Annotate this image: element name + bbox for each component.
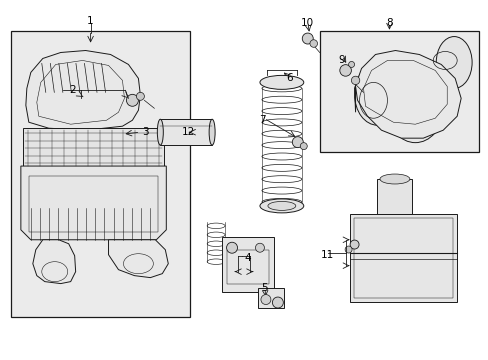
Text: 6: 6 xyxy=(286,73,292,84)
Text: 7: 7 xyxy=(258,115,264,125)
Ellipse shape xyxy=(260,75,303,89)
Text: 11: 11 xyxy=(321,250,334,260)
Bar xyxy=(319,31,478,152)
Text: 8: 8 xyxy=(386,18,392,28)
Bar xyxy=(23,128,164,168)
Circle shape xyxy=(272,297,283,308)
Circle shape xyxy=(349,240,358,249)
Circle shape xyxy=(255,243,264,252)
Text: 3: 3 xyxy=(142,127,148,137)
Text: 5: 5 xyxy=(261,283,268,293)
Circle shape xyxy=(292,137,303,148)
Ellipse shape xyxy=(157,119,163,145)
Text: 9: 9 xyxy=(338,55,344,66)
Bar xyxy=(222,237,273,292)
Circle shape xyxy=(345,246,351,253)
Text: 2: 2 xyxy=(69,85,76,95)
Polygon shape xyxy=(33,240,76,284)
Text: 12: 12 xyxy=(181,127,194,137)
Circle shape xyxy=(226,242,237,253)
Polygon shape xyxy=(21,166,166,240)
Circle shape xyxy=(351,76,359,85)
Polygon shape xyxy=(108,240,168,278)
Circle shape xyxy=(302,33,313,44)
Ellipse shape xyxy=(260,199,303,213)
Circle shape xyxy=(136,92,144,100)
Bar xyxy=(29,176,158,232)
Text: 1: 1 xyxy=(87,15,94,26)
Bar xyxy=(258,288,283,307)
Circle shape xyxy=(300,143,306,150)
Bar xyxy=(349,214,456,302)
Ellipse shape xyxy=(387,78,442,143)
Polygon shape xyxy=(354,50,460,138)
Circle shape xyxy=(261,294,270,305)
Circle shape xyxy=(126,94,138,106)
Ellipse shape xyxy=(354,63,400,125)
Ellipse shape xyxy=(379,174,409,184)
Ellipse shape xyxy=(267,201,295,210)
Bar xyxy=(160,119,212,145)
Ellipse shape xyxy=(435,37,471,88)
Polygon shape xyxy=(26,50,140,130)
Ellipse shape xyxy=(209,119,215,145)
Bar xyxy=(226,250,268,284)
Circle shape xyxy=(348,62,354,67)
Circle shape xyxy=(309,40,317,47)
Text: 4: 4 xyxy=(244,253,251,263)
Bar xyxy=(11,31,190,318)
Bar xyxy=(377,179,411,214)
Text: 10: 10 xyxy=(301,18,314,28)
Bar xyxy=(353,218,452,298)
Circle shape xyxy=(339,65,351,76)
